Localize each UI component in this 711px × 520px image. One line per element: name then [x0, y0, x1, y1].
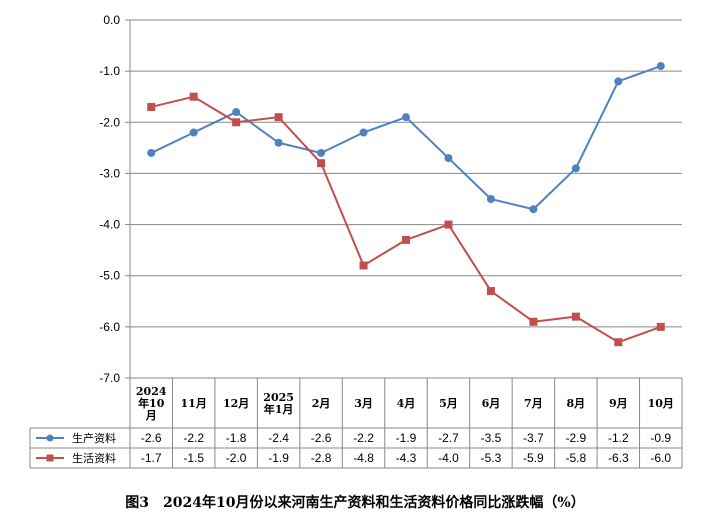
series-line — [150, 95, 662, 344]
data-label: -1.5 — [183, 451, 204, 465]
data-label: -5.8 — [566, 451, 587, 465]
data-label: -4.3 — [396, 451, 417, 465]
legend-label: 生产资料 — [72, 431, 116, 445]
y-tick-label: -1.0 — [99, 64, 120, 78]
category-label: 9月 — [609, 397, 628, 410]
data-point — [402, 113, 410, 122]
data-point — [656, 322, 665, 331]
data-label: -2.0 — [226, 451, 247, 465]
data-label: -1.7 — [141, 451, 162, 465]
y-tick-label: -5.0 — [99, 269, 120, 283]
data-label: -2.7 — [438, 431, 459, 445]
category-label: 11月 — [181, 397, 207, 410]
data-label: -5.3 — [481, 451, 502, 465]
data-point — [189, 128, 198, 137]
category-label: 3月 — [354, 397, 373, 410]
category-label: 2月 — [312, 397, 331, 410]
data-label: -1.2 — [608, 431, 629, 445]
data-point — [656, 62, 665, 71]
data-point — [444, 220, 453, 229]
category-label: 6月 — [482, 397, 501, 410]
category-label: 4月 — [397, 397, 416, 410]
y-tick-label: 0.0 — [103, 13, 120, 27]
category-label: 5月 — [439, 397, 458, 410]
data-point — [274, 138, 283, 147]
data-point — [571, 312, 580, 321]
data-label: -6.0 — [650, 451, 671, 465]
data-point — [486, 287, 495, 296]
legend-marker — [46, 434, 54, 442]
data-point — [444, 154, 453, 163]
category-label: 7月 — [524, 397, 543, 410]
y-tick-label: -7.0 — [99, 371, 120, 385]
data-point — [147, 148, 156, 157]
data-point — [232, 118, 241, 127]
series-line — [150, 65, 662, 211]
data-label: -1.9 — [396, 431, 417, 445]
y-tick-label: -3.0 — [99, 166, 120, 180]
data-point — [274, 113, 283, 122]
category-label: 2024 年10 月 — [136, 385, 167, 422]
data-point — [317, 159, 326, 168]
category-label: 10月 — [648, 397, 674, 410]
legend-marker — [46, 454, 54, 462]
data-point — [529, 317, 538, 326]
data-point — [402, 235, 410, 244]
data-label: -2.2 — [353, 431, 374, 445]
y-tick-label: -4.0 — [99, 218, 120, 232]
data-label: -3.7 — [523, 431, 544, 445]
legend-label: 生活资料 — [72, 451, 116, 465]
data-label: -4.8 — [353, 451, 374, 465]
data-point — [359, 261, 368, 270]
y-tick-label: -6.0 — [99, 320, 120, 334]
y-tick-label: -2.0 — [99, 115, 120, 129]
data-label: -2.9 — [566, 431, 587, 445]
data-label: -1.8 — [226, 431, 247, 445]
category-label: 12月 — [223, 397, 249, 410]
data-point — [486, 195, 495, 203]
data-point — [571, 164, 580, 173]
category-label: 2025 年1月 — [263, 391, 294, 416]
data-point — [189, 92, 198, 101]
data-point — [317, 148, 326, 157]
data-point — [147, 102, 156, 111]
chart-caption: 图3 2024年10月份以来河南生产资料和生活资料价格同比涨跌幅（%） — [125, 494, 585, 511]
data-label: -6.3 — [608, 451, 629, 465]
data-label: -3.5 — [481, 431, 502, 445]
data-label: -2.2 — [183, 431, 204, 445]
data-label: -2.6 — [311, 431, 332, 445]
data-point — [359, 128, 368, 137]
data-label: -2.6 — [141, 431, 162, 445]
data-label: -2.8 — [311, 451, 332, 465]
data-point — [614, 338, 623, 347]
category-label: 8月 — [567, 397, 586, 410]
data-label: -4.0 — [438, 451, 459, 465]
data-label: -1.9 — [268, 451, 289, 465]
data-label: -5.9 — [523, 451, 544, 465]
data-point — [232, 108, 241, 117]
data-label: -2.4 — [268, 431, 289, 445]
data-point — [614, 77, 623, 86]
data-label: -0.9 — [650, 431, 671, 445]
data-point — [529, 205, 538, 214]
